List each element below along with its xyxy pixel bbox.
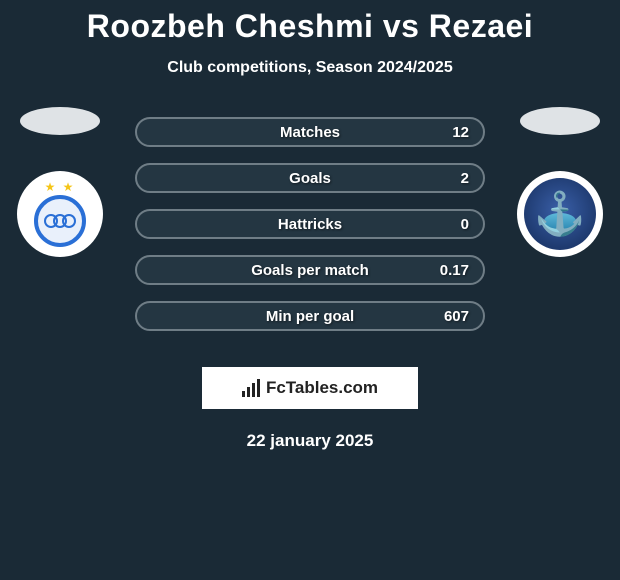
stat-label: Goals bbox=[289, 170, 331, 187]
subtitle: Club competitions, Season 2024/2025 bbox=[0, 59, 620, 77]
date-text: 22 january 2025 bbox=[0, 431, 620, 451]
stat-row-goals: Goals 2 bbox=[135, 163, 485, 193]
rings-icon bbox=[45, 213, 75, 229]
stars-icon: ★ ★ bbox=[45, 181, 76, 193]
stat-row-matches: Matches 12 bbox=[135, 117, 485, 147]
anchor-icon: ⚓ bbox=[534, 193, 586, 235]
page-title: Roozbeh Cheshmi vs Rezaei bbox=[0, 0, 620, 45]
stat-value-right: 607 bbox=[444, 308, 469, 325]
stat-label: Min per goal bbox=[266, 308, 354, 325]
stat-value-right: 0 bbox=[461, 216, 469, 233]
stats-bars: Matches 12 Goals 2 Hattricks 0 Goals per… bbox=[135, 117, 485, 347]
right-flag-icon bbox=[520, 107, 600, 135]
stat-value-right: 0.17 bbox=[440, 262, 469, 279]
stat-row-goals-per-match: Goals per match 0.17 bbox=[135, 255, 485, 285]
left-club-logo: ★ ★ bbox=[17, 171, 103, 257]
stat-label: Goals per match bbox=[251, 262, 369, 279]
stat-value-right: 12 bbox=[452, 124, 469, 141]
chart-icon bbox=[242, 379, 260, 397]
stat-label: Matches bbox=[280, 124, 340, 141]
stat-value-right: 2 bbox=[461, 170, 469, 187]
stat-row-hattricks: Hattricks 0 bbox=[135, 209, 485, 239]
left-flag-icon bbox=[20, 107, 100, 135]
right-player-badge: ⚓ bbox=[510, 107, 610, 257]
right-club-logo: ⚓ bbox=[517, 171, 603, 257]
site-logo[interactable]: FcTables.com bbox=[202, 367, 418, 409]
left-player-badge: ★ ★ bbox=[10, 107, 110, 257]
site-logo-text: FcTables.com bbox=[266, 378, 378, 398]
stat-row-min-per-goal: Min per goal 607 bbox=[135, 301, 485, 331]
stat-label: Hattricks bbox=[278, 216, 342, 233]
stats-area: ★ ★ ⚓ Matches 12 bbox=[0, 117, 620, 347]
